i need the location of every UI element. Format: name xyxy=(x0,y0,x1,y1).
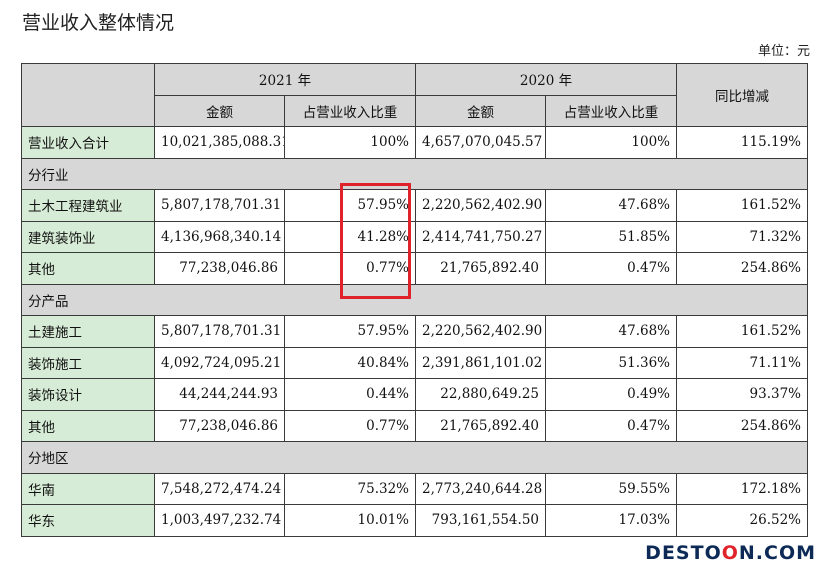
header-amount-2021: 金额 xyxy=(154,94,285,127)
table-row: 其他 77,238,046.86 0.77% 21,765,892.40 0.4… xyxy=(21,252,808,285)
ratio-2020-cell: 59.55% xyxy=(545,472,677,505)
yoy-cell: 26.52% xyxy=(676,504,808,537)
ratio-2020-cell: 100% xyxy=(545,126,677,159)
header-ratio-2020: 占营业收入比重 xyxy=(545,94,677,127)
amount-2021-cell: 77,238,046.86 xyxy=(154,409,285,442)
row-label: 其他 xyxy=(21,409,155,442)
amount-2021-cell: 7,548,272,474.24 xyxy=(154,472,285,505)
ratio-2020-cell: 17.03% xyxy=(545,504,677,537)
row-label: 华东 xyxy=(21,504,155,537)
yoy-cell: 71.11% xyxy=(676,346,808,379)
section-title: 分产品 xyxy=(21,283,808,316)
page-title: 营业收入整体情况 xyxy=(22,12,175,34)
amount-2020-cell: 2,391,861,101.02 xyxy=(415,346,546,379)
table-row: 建筑装饰业 4,136,968,340.14 41.28% 2,414,741,… xyxy=(21,220,808,253)
ratio-2021-cell: 0.44% xyxy=(284,378,416,411)
yoy-cell: 93.37% xyxy=(676,378,808,411)
corner-header-cell xyxy=(21,63,155,127)
amount-2021-cell: 1,003,497,232.74 xyxy=(154,504,285,537)
ratio-2021-cell: 10.01% xyxy=(284,504,416,537)
yoy-cell: 161.52% xyxy=(676,189,808,222)
amount-2020-cell: 22,880,649.25 xyxy=(415,378,546,411)
header-ratio-2021: 占营业收入比重 xyxy=(284,94,416,127)
ratio-2021-cell: 0.77% xyxy=(284,409,416,442)
table-row: 土建施工 5,807,178,701.31 57.95% 2,220,562,4… xyxy=(21,315,808,348)
ratio-2021-cell: 75.32% xyxy=(284,472,416,505)
amount-2021-cell: 44,244,244.93 xyxy=(154,378,285,411)
yoy-cell: 254.86% xyxy=(676,409,808,442)
section-row-region: 分地区 xyxy=(21,441,808,474)
amount-2020-cell: 2,773,240,644.28 xyxy=(415,472,546,505)
watermark-text-3: N.COM xyxy=(738,542,816,564)
yoy-cell: 161.52% xyxy=(676,315,808,348)
amount-2020-cell: 21,765,892.40 xyxy=(415,409,546,442)
table-row-total: 营业收入合计 10,021,385,088.31 100% 4,657,070,… xyxy=(21,126,808,159)
amount-2021-cell: 5,807,178,701.31 xyxy=(154,315,285,348)
header-yoy: 同比增减 xyxy=(676,63,808,127)
row-label: 建筑装饰业 xyxy=(21,220,155,253)
amount-2021-cell: 5,807,178,701.31 xyxy=(154,189,285,222)
revenue-table: 2021 年 2020 年 同比增减 金额 占营业收入比重 金额 占营业收入比重… xyxy=(21,63,808,537)
amount-2020-cell: 793,161,554.50 xyxy=(415,504,546,537)
unit-label: 单位：元 xyxy=(757,44,810,59)
amount-2020-cell: 21,765,892.40 xyxy=(415,252,546,285)
ratio-2020-cell: 0.49% xyxy=(545,378,677,411)
amount-2021-cell: 77,238,046.86 xyxy=(154,252,285,285)
ratio-2020-cell: 51.36% xyxy=(545,346,677,379)
section-title: 分地区 xyxy=(21,441,808,474)
ratio-2021-cell: 0.77% xyxy=(284,252,416,285)
ratio-2021-cell: 40.84% xyxy=(284,346,416,379)
amount-2020-cell: 4,657,070,045.57 xyxy=(415,126,546,159)
ratio-2021-cell: 41.28% xyxy=(284,220,416,253)
table-row: 土木工程建筑业 5,807,178,701.31 57.95% 2,220,56… xyxy=(21,189,808,222)
amount-2021-cell: 10,021,385,088.31 xyxy=(154,126,285,159)
table-row: 华东 1,003,497,232.74 10.01% 793,161,554.5… xyxy=(21,504,808,537)
watermark-logo: DESTOON.COM xyxy=(639,540,822,566)
table-row: 华南 7,548,272,474.24 75.32% 2,773,240,644… xyxy=(21,472,808,505)
amount-2021-cell: 4,136,968,340.14 xyxy=(154,220,285,253)
amount-2021-cell: 4,092,724,095.21 xyxy=(154,346,285,379)
table-row: 其他 77,238,046.86 0.77% 21,765,892.40 0.4… xyxy=(21,409,808,442)
ratio-2020-cell: 0.47% xyxy=(545,252,677,285)
yoy-cell: 115.19% xyxy=(676,126,808,159)
row-label: 华南 xyxy=(21,472,155,505)
ratio-2020-cell: 51.85% xyxy=(545,220,677,253)
yoy-cell: 254.86% xyxy=(676,252,808,285)
row-label: 装饰施工 xyxy=(21,346,155,379)
section-title: 分行业 xyxy=(21,157,808,190)
table-row: 装饰施工 4,092,724,095.21 40.84% 2,391,861,1… xyxy=(21,346,808,379)
header-amount-2020: 金额 xyxy=(415,94,546,127)
watermark-text-1: DESTO xyxy=(645,542,722,564)
row-label: 装饰设计 xyxy=(21,378,155,411)
ratio-2021-cell: 100% xyxy=(284,126,416,159)
watermark-text-2: O xyxy=(721,542,739,564)
row-label: 土建施工 xyxy=(21,315,155,348)
ratio-2020-cell: 47.68% xyxy=(545,189,677,222)
amount-2020-cell: 2,220,562,402.90 xyxy=(415,189,546,222)
yoy-cell: 172.18% xyxy=(676,472,808,505)
section-row-industry: 分行业 xyxy=(21,157,808,190)
amount-2020-cell: 2,414,741,750.27 xyxy=(415,220,546,253)
ratio-2021-cell: 57.95% xyxy=(284,315,416,348)
ratio-2020-cell: 47.68% xyxy=(545,315,677,348)
amount-2020-cell: 2,220,562,402.90 xyxy=(415,315,546,348)
header-year-2020: 2020 年 xyxy=(415,63,677,96)
yoy-cell: 71.32% xyxy=(676,220,808,253)
section-row-product: 分产品 xyxy=(21,283,808,316)
header-year-2021: 2021 年 xyxy=(154,63,416,96)
table-row: 装饰设计 44,244,244.93 0.44% 22,880,649.25 0… xyxy=(21,378,808,411)
ratio-2021-cell: 57.95% xyxy=(284,189,416,222)
row-label: 其他 xyxy=(21,252,155,285)
row-label: 土木工程建筑业 xyxy=(21,189,155,222)
ratio-2020-cell: 0.47% xyxy=(545,409,677,442)
row-label: 营业收入合计 xyxy=(21,126,155,159)
